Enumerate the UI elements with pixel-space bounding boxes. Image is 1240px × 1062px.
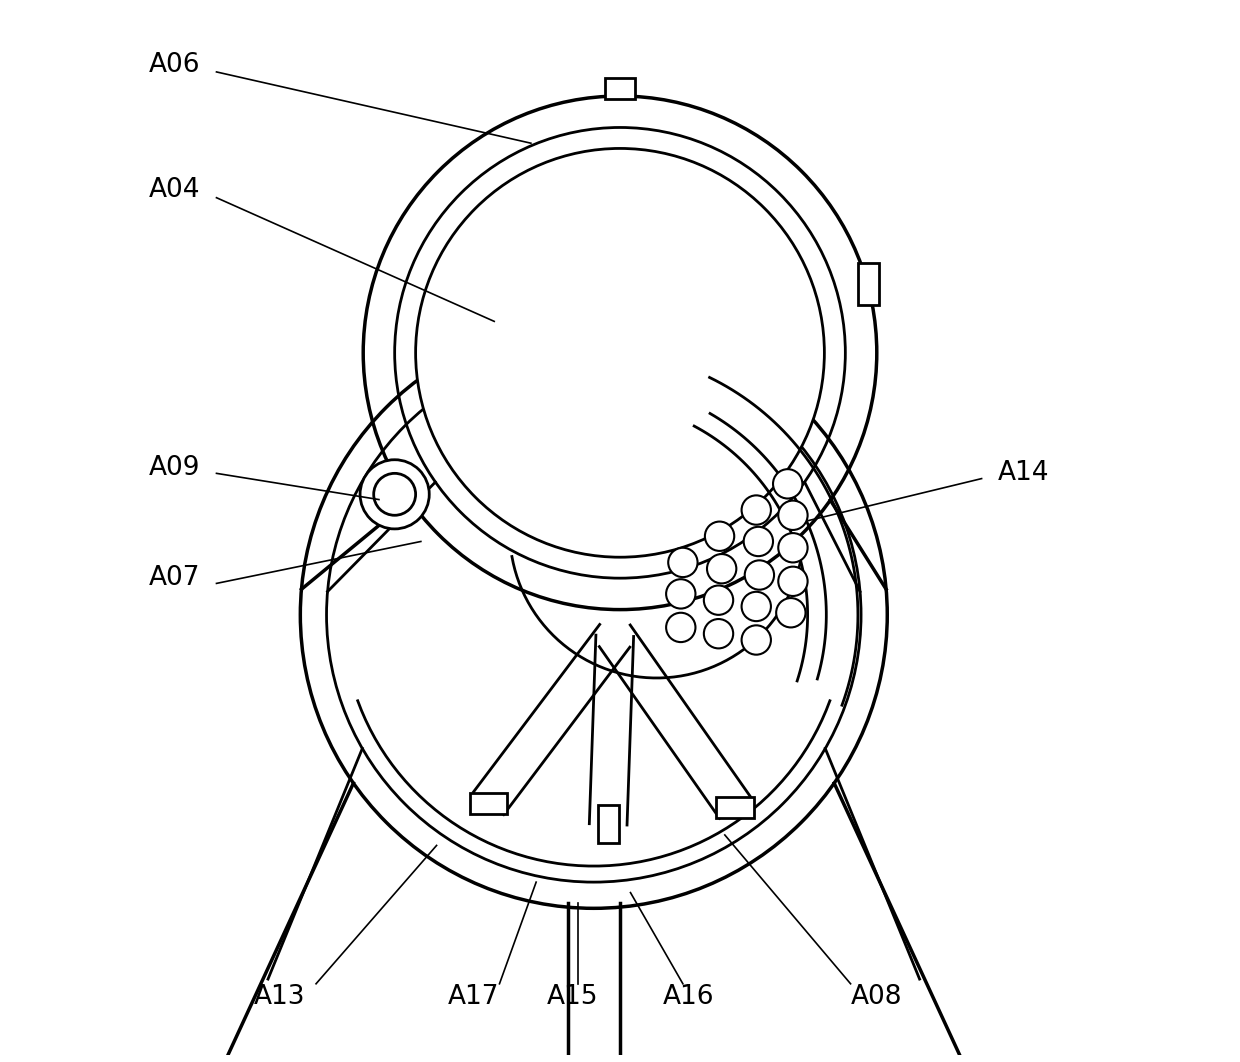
Circle shape bbox=[704, 585, 733, 615]
Bar bbox=[858, 263, 878, 305]
Circle shape bbox=[742, 495, 771, 525]
Text: A07: A07 bbox=[149, 565, 201, 592]
Text: A09: A09 bbox=[149, 456, 201, 481]
Circle shape bbox=[373, 474, 415, 515]
Circle shape bbox=[415, 149, 825, 558]
Circle shape bbox=[776, 598, 806, 628]
Circle shape bbox=[773, 469, 802, 498]
Circle shape bbox=[704, 619, 733, 649]
Text: A06: A06 bbox=[149, 52, 201, 78]
Text: A15: A15 bbox=[547, 984, 599, 1010]
Text: A04: A04 bbox=[149, 177, 201, 203]
Text: A08: A08 bbox=[851, 984, 903, 1010]
Circle shape bbox=[329, 349, 859, 880]
FancyBboxPatch shape bbox=[717, 798, 754, 818]
Circle shape bbox=[666, 613, 696, 643]
Bar bbox=[605, 79, 635, 99]
Circle shape bbox=[668, 548, 698, 577]
Circle shape bbox=[360, 460, 429, 529]
FancyBboxPatch shape bbox=[470, 792, 507, 813]
Text: A17: A17 bbox=[448, 984, 498, 1010]
Circle shape bbox=[779, 500, 807, 530]
FancyBboxPatch shape bbox=[598, 805, 619, 843]
Text: A14: A14 bbox=[998, 460, 1049, 486]
Circle shape bbox=[744, 527, 773, 556]
Circle shape bbox=[707, 554, 737, 583]
Circle shape bbox=[779, 567, 807, 596]
Text: A16: A16 bbox=[662, 984, 714, 1010]
Circle shape bbox=[704, 521, 734, 551]
Circle shape bbox=[742, 592, 771, 621]
Text: A13: A13 bbox=[254, 984, 305, 1010]
Circle shape bbox=[745, 561, 774, 589]
Circle shape bbox=[742, 626, 771, 654]
Circle shape bbox=[779, 533, 807, 563]
Circle shape bbox=[666, 579, 696, 609]
